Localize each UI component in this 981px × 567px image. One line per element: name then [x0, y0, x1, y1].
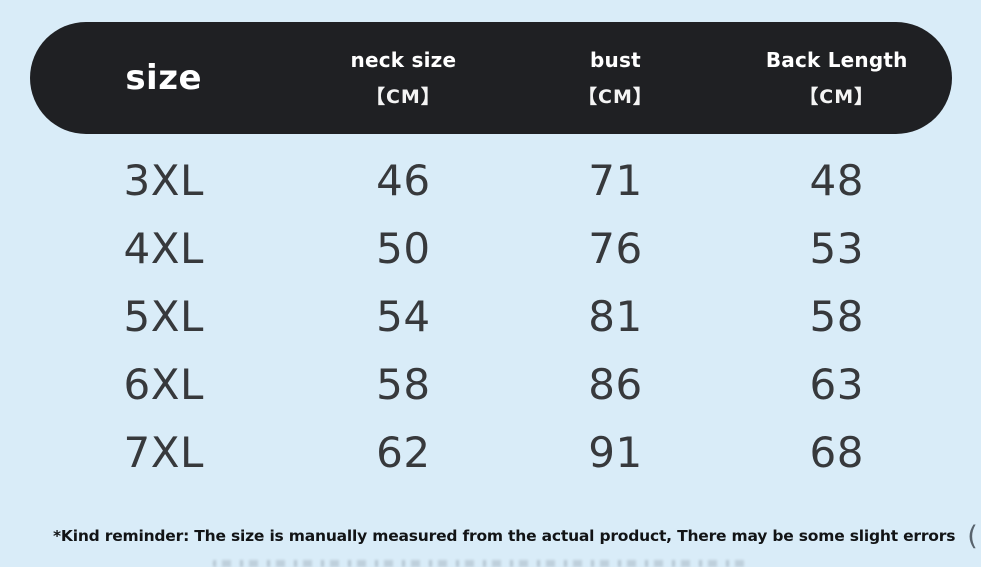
table-row: 5XL 54 81 58: [30, 282, 952, 350]
header-unit-neck-size: 【CM】: [365, 85, 441, 108]
back-length-cell: 53: [809, 223, 864, 273]
bust-cell: 76: [588, 223, 643, 273]
neck-size-cell: 46: [376, 155, 431, 205]
back-length-cell: 63: [809, 359, 864, 409]
bust-cell: 81: [588, 291, 643, 341]
reminder-note: *Kind reminder: The size is manually mea…: [53, 527, 956, 545]
bust-cell: 91: [588, 427, 643, 477]
size-cell: 7XL: [123, 427, 204, 477]
size-cell: 3XL: [123, 155, 204, 205]
table-row: 7XL 62 91 68: [30, 418, 952, 486]
size-cell: 5XL: [123, 291, 204, 341]
cropped-text-remnant: [213, 560, 745, 567]
header-cell-bust: bust 【CM】: [509, 48, 721, 109]
header-label-size: size: [125, 58, 203, 98]
size-chart-header: size neck size 【CM】 bust 【CM】 Back Lengt…: [30, 22, 952, 134]
header-cell-neck-size: neck size 【CM】: [297, 48, 509, 109]
header-unit-bust: 【CM】: [578, 85, 653, 108]
back-length-cell: 68: [809, 427, 864, 477]
header-label-bust: bust: [590, 47, 641, 72]
size-cell: 6XL: [123, 359, 204, 409]
table-row: 6XL 58 86 63: [30, 350, 952, 418]
bust-cell: 71: [588, 155, 643, 205]
header-cell-size: size: [30, 58, 297, 98]
bust-cell: 86: [588, 359, 643, 409]
size-cell: 4XL: [123, 223, 204, 273]
neck-size-cell: 50: [376, 223, 431, 273]
header-label-neck-size: neck size: [350, 47, 457, 72]
header-cell-back-length: Back Length 【CM】: [721, 48, 952, 109]
table-row: 4XL 50 76 53: [30, 214, 952, 282]
header-label-back-length: Back Length: [765, 47, 908, 72]
neck-size-cell: 62: [376, 427, 431, 477]
size-chart-body: 3XL 46 71 48 4XL 50 76 53 5XL 54 81 58 6…: [30, 146, 952, 486]
reminder-footer: *Kind reminder: The size is manually mea…: [53, 516, 981, 556]
back-length-cell: 58: [809, 291, 864, 341]
back-length-cell: 48: [809, 155, 864, 205]
tolerance-value: (±2cm): [967, 520, 981, 552]
neck-size-cell: 54: [376, 291, 431, 341]
neck-size-cell: 58: [376, 359, 431, 409]
header-unit-back-length: 【CM】: [799, 85, 875, 108]
table-row: 3XL 46 71 48: [30, 146, 952, 214]
